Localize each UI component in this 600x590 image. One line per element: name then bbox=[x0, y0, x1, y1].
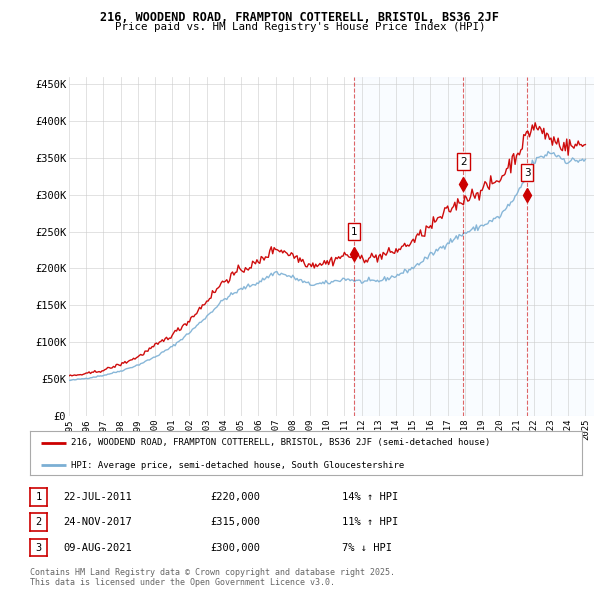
Text: HPI: Average price, semi-detached house, South Gloucestershire: HPI: Average price, semi-detached house,… bbox=[71, 461, 404, 470]
Text: 11% ↑ HPI: 11% ↑ HPI bbox=[342, 517, 398, 527]
Text: Price paid vs. HM Land Registry's House Price Index (HPI): Price paid vs. HM Land Registry's House … bbox=[115, 22, 485, 32]
Text: 7% ↓ HPI: 7% ↓ HPI bbox=[342, 543, 392, 552]
Text: 24-NOV-2017: 24-NOV-2017 bbox=[63, 517, 132, 527]
Text: 1: 1 bbox=[350, 227, 357, 237]
Text: £315,000: £315,000 bbox=[210, 517, 260, 527]
Text: 3: 3 bbox=[524, 168, 530, 178]
Text: 3: 3 bbox=[35, 543, 41, 552]
Text: £300,000: £300,000 bbox=[210, 543, 260, 552]
Bar bbox=[354, 77, 600, 416]
Text: 2: 2 bbox=[35, 517, 41, 527]
Text: 09-AUG-2021: 09-AUG-2021 bbox=[63, 543, 132, 552]
Text: 2: 2 bbox=[460, 156, 466, 166]
Text: £220,000: £220,000 bbox=[210, 492, 260, 502]
Text: Contains HM Land Registry data © Crown copyright and database right 2025.
This d: Contains HM Land Registry data © Crown c… bbox=[30, 568, 395, 587]
Text: 216, WOODEND ROAD, FRAMPTON COTTERELL, BRISTOL, BS36 2JF: 216, WOODEND ROAD, FRAMPTON COTTERELL, B… bbox=[101, 11, 499, 24]
Text: 22-JUL-2011: 22-JUL-2011 bbox=[63, 492, 132, 502]
Text: 1: 1 bbox=[35, 492, 41, 502]
Text: 14% ↑ HPI: 14% ↑ HPI bbox=[342, 492, 398, 502]
Text: 216, WOODEND ROAD, FRAMPTON COTTERELL, BRISTOL, BS36 2JF (semi-detached house): 216, WOODEND ROAD, FRAMPTON COTTERELL, B… bbox=[71, 438, 491, 447]
